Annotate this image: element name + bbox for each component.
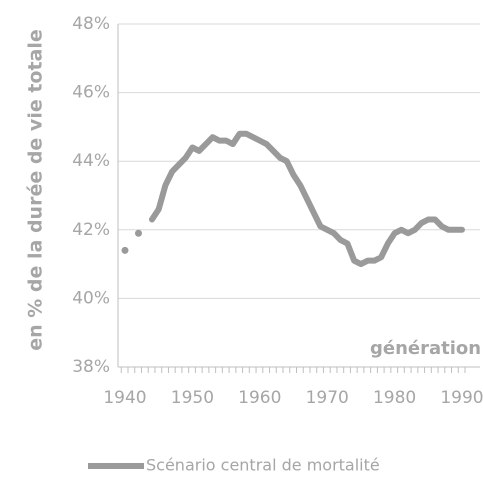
data-point xyxy=(134,229,142,237)
y-tick-label: 40% xyxy=(72,288,110,308)
annotation: génération xyxy=(370,338,481,359)
data-line xyxy=(148,130,465,268)
x-tick-label: 1940 xyxy=(103,388,146,408)
x-tick-label: 1990 xyxy=(440,388,483,408)
y-tick-label: 46% xyxy=(72,83,110,103)
y-tick-label: 42% xyxy=(72,220,110,240)
y-tick-label: 44% xyxy=(72,151,110,171)
data-point xyxy=(121,246,129,254)
legend-label: Scénario central de mortalité xyxy=(146,456,380,475)
y-axis-label: en % de la durée de vie totale xyxy=(25,29,47,351)
x-tick-label: 1950 xyxy=(171,388,214,408)
x-tick-label: 1980 xyxy=(373,388,416,408)
y-tick-label: 38% xyxy=(72,357,110,377)
x-tick-label: 1970 xyxy=(306,388,349,408)
y-tick-label: 48% xyxy=(72,14,110,34)
x-tick-label: 1960 xyxy=(238,388,281,408)
